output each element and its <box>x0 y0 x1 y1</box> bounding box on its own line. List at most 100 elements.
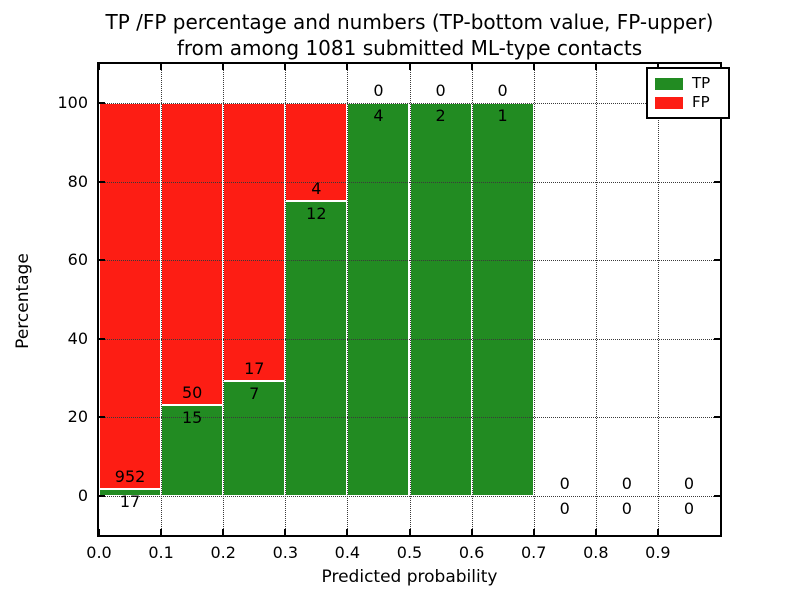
x-tick-label: 0.6 <box>458 543 485 562</box>
x-tick-label: 0.3 <box>272 543 299 562</box>
x-tick <box>284 64 287 70</box>
y-tick <box>99 494 105 497</box>
x-tick <box>656 529 659 535</box>
x-tick <box>594 64 597 70</box>
y-tick-label: 80 <box>67 171 88 191</box>
tp-count-label: 0 <box>683 498 695 518</box>
x-tick <box>98 64 100 70</box>
legend-entry-tp: TP <box>655 74 721 93</box>
bar-tp-segment <box>99 488 162 496</box>
v-gridline <box>595 64 597 535</box>
x-tick <box>594 529 597 535</box>
fp-count-label: 4 <box>311 179 322 199</box>
bar-tp-segment <box>471 103 534 496</box>
x-tick <box>346 529 349 535</box>
y-tick <box>714 416 720 419</box>
tp-count-label: 15 <box>181 408 203 428</box>
y-tick-label: 60 <box>67 250 88 270</box>
tp-count-label: 0 <box>621 498 632 518</box>
y-tick <box>99 337 105 340</box>
tp-count-label: 12 <box>306 204 327 224</box>
tp-legend-swatch <box>655 77 683 90</box>
y-tick <box>99 102 105 105</box>
fp-count-label: 17 <box>244 359 265 379</box>
legend-entry-fp: FP <box>655 93 721 112</box>
bar-tp-segment <box>347 103 410 496</box>
v-gridline <box>533 64 535 535</box>
tp-count-label: 7 <box>249 384 260 404</box>
x-tick <box>160 64 163 70</box>
y-tick-label: 20 <box>67 407 88 427</box>
v-gridline <box>223 64 225 535</box>
y-tick <box>714 180 720 183</box>
x-tick-label: 0.2 <box>210 543 236 562</box>
x-tick <box>222 529 225 535</box>
v-gridline <box>471 64 473 535</box>
y-tick-label: 0 <box>77 485 88 505</box>
fp-count-label: 0 <box>683 473 695 493</box>
x-tick <box>284 529 287 535</box>
v-gridline <box>161 64 163 535</box>
x-tick <box>470 529 473 535</box>
fp-count-label: 0 <box>435 81 446 101</box>
y-tick <box>714 337 720 340</box>
tp-count-label: 1 <box>497 106 508 126</box>
bar-tp-segment <box>409 103 472 496</box>
v-gridline <box>409 64 411 535</box>
fp-legend-label: FP <box>692 93 710 111</box>
x-tick <box>408 64 411 70</box>
x-tick <box>346 64 349 70</box>
bar-tp-segment <box>161 405 224 496</box>
x-tick <box>470 64 473 70</box>
fp-count-label: 0 <box>497 81 508 101</box>
bar-tp-segment <box>285 201 348 496</box>
v-gridline <box>347 64 349 535</box>
v-gridline <box>657 64 659 535</box>
x-tick-label: 0.7 <box>520 543 547 562</box>
x-tick <box>98 529 100 535</box>
x-tick-label: 0.1 <box>148 543 174 562</box>
chart-title-line2: from among 1081 submitted ML-type contac… <box>176 36 643 60</box>
x-tick-label: 0.4 <box>334 543 361 562</box>
tp-count-label: 2 <box>435 106 446 126</box>
y-axis-label: Percentage <box>13 253 33 349</box>
plot-canvas: 952 17 50 15 17 7 4 12 0 4 0 2 0 1 0 0 0 0 0 0 <box>98 64 720 535</box>
y-tick <box>714 494 720 497</box>
chart-title-line1: TP /FP percentage and numbers (TP-bottom… <box>105 10 714 34</box>
bar-fp-segment <box>285 103 348 202</box>
chart-title: TP /FP percentage and numbers (TP-bottom… <box>97 9 722 61</box>
tp-count-label: 0 <box>559 498 570 518</box>
fp-count-label: 0 <box>373 81 384 101</box>
fp-legend-swatch <box>655 96 683 109</box>
fp-count-label: 0 <box>621 473 632 493</box>
fp-count-label: 952 <box>114 466 146 486</box>
y-tick-label: 40 <box>67 328 88 348</box>
legend: TP FP <box>646 67 730 119</box>
x-tick-label: 0.9 <box>645 543 671 562</box>
x-tick <box>408 529 411 535</box>
x-tick-label: 0.0 <box>86 543 112 562</box>
y-tick <box>714 259 720 262</box>
y-tick <box>99 416 105 419</box>
v-gridline <box>285 64 287 535</box>
plot-area: 952 17 50 15 17 7 4 12 0 4 0 2 0 1 0 0 0 0 0 0 TP FP <box>97 62 730 537</box>
y-tick-label: 100 <box>57 93 88 113</box>
bar-fp-segment <box>161 103 224 406</box>
y-tick <box>99 259 105 262</box>
x-tick <box>532 529 535 535</box>
tp-legend-label: TP <box>692 74 711 92</box>
bar-fp-segment <box>223 103 286 382</box>
x-axis-label: Predicted probability <box>321 567 498 587</box>
tp-count-label: 17 <box>119 491 141 511</box>
tp-count-label: 4 <box>373 106 384 126</box>
y-tick <box>99 180 105 183</box>
x-tick-label: 0.8 <box>583 543 609 562</box>
x-tick <box>532 64 535 70</box>
x-tick <box>160 529 163 535</box>
x-tick <box>222 64 225 70</box>
fp-count-label: 50 <box>181 383 203 403</box>
fp-count-label: 0 <box>559 473 570 493</box>
bar-fp-segment <box>99 103 162 489</box>
x-tick-label: 0.5 <box>396 543 423 562</box>
